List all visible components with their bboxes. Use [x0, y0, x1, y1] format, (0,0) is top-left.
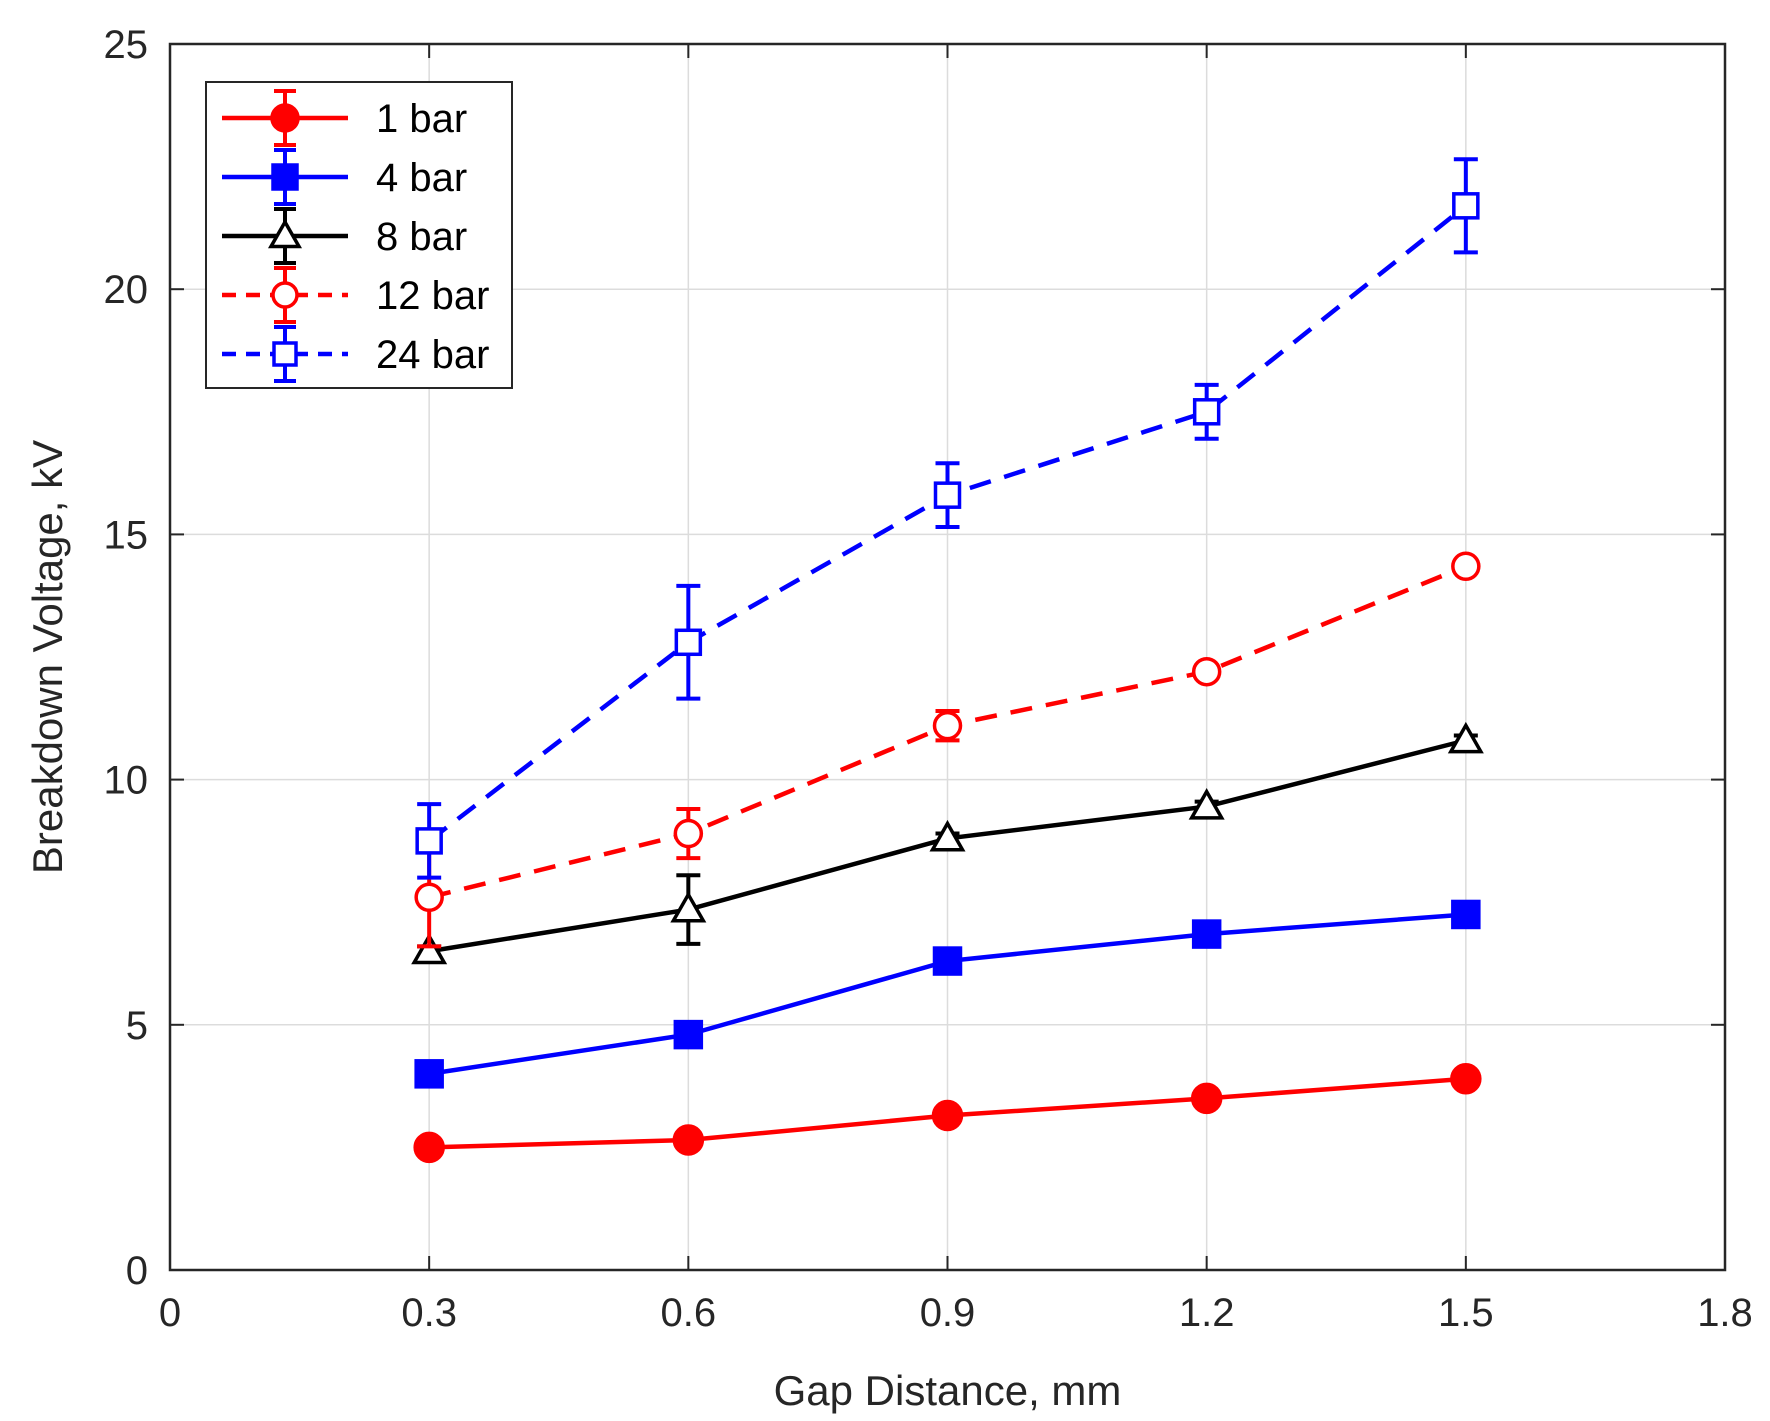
- data-point: [1450, 1062, 1482, 1095]
- x-tick-label: 0: [159, 1291, 181, 1335]
- x-tick-label: 1.8: [1697, 1291, 1753, 1335]
- x-tick-label: 1.5: [1438, 1291, 1494, 1335]
- legend: 1 bar 4 bar 8 bar 12 bar 24 bar: [205, 81, 513, 389]
- data-point: [1451, 551, 1481, 582]
- legend-marker: [267, 218, 303, 249]
- x-tick-label: 0.3: [401, 1291, 457, 1335]
- legend-entry: 12 bar: [222, 266, 489, 324]
- y-tick-label: 25: [104, 23, 149, 67]
- series-layer: [411, 157, 1484, 1164]
- y-tick-label: 0: [126, 1249, 148, 1293]
- data-point: [414, 1059, 444, 1089]
- data-point: [1191, 656, 1222, 687]
- data-point: [1190, 1082, 1223, 1115]
- x-tick-label: 0.6: [661, 1291, 717, 1335]
- data-point: [673, 818, 704, 849]
- data-point: [1447, 721, 1484, 754]
- legend-marker: [271, 163, 299, 191]
- data-point: [1191, 919, 1222, 949]
- data-point: [933, 481, 962, 509]
- legend-entry: 4 bar: [222, 148, 467, 206]
- y-tick-label: 15: [104, 513, 149, 557]
- data-point: [1192, 398, 1221, 426]
- data-point: [1452, 192, 1480, 220]
- data-point: [674, 628, 703, 657]
- legend-label: 1 bar: [376, 97, 467, 141]
- legend-entry: 24 bar: [222, 325, 489, 383]
- data-point: [1451, 899, 1481, 930]
- y-tick-label: 5: [126, 1004, 148, 1048]
- data-point: [932, 710, 963, 741]
- legend-label: 8 bar: [376, 215, 467, 259]
- x-tick-label: 1.2: [1179, 1291, 1235, 1335]
- data-point: [411, 932, 448, 965]
- legend-label: 24 bar: [376, 333, 489, 377]
- legend-entry: 1 bar: [222, 89, 467, 147]
- legend-marker: [270, 103, 300, 133]
- data-point: [932, 946, 963, 976]
- y-tick-label: 10: [104, 759, 149, 803]
- x-tick-label: 0.9: [920, 1291, 976, 1335]
- series-12-bar: [414, 551, 1481, 949]
- data-point: [673, 1019, 704, 1050]
- y-tick-label: 20: [104, 268, 149, 312]
- data-point: [931, 1099, 964, 1132]
- ticks: 0 0.3 0.6 0.9 1.2 1.5 1.8 0 5 10 15 20 25: [104, 23, 1753, 1335]
- data-point: [413, 1131, 445, 1164]
- series-8-bar: [411, 721, 1484, 965]
- x-axis-label: Gap Distance, mm: [774, 1367, 1122, 1414]
- legend-marker: [271, 281, 299, 309]
- y-axis-label: Breakdown Voltage, kV: [24, 440, 71, 874]
- data-point: [929, 819, 966, 852]
- legend-entry: 8 bar: [222, 207, 467, 265]
- data-point: [672, 1124, 705, 1156]
- data-point: [414, 882, 444, 913]
- legend-label: 4 bar: [376, 156, 467, 200]
- data-point: [415, 827, 443, 855]
- legend-label: 12 bar: [376, 274, 489, 318]
- series-1-bar: [413, 1062, 1482, 1164]
- legend-marker: [272, 341, 298, 367]
- data-point: [1188, 788, 1225, 820]
- data-point: [670, 891, 707, 923]
- series-24-bar: [415, 157, 1480, 880]
- series-4-bar: [414, 899, 1481, 1089]
